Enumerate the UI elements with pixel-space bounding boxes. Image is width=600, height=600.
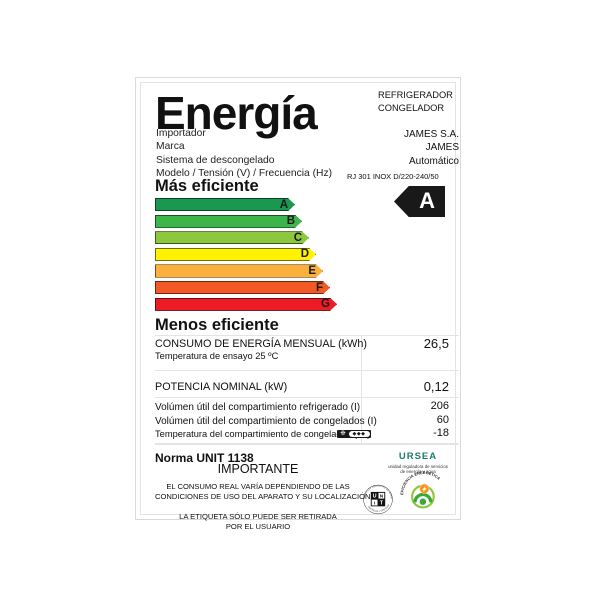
svg-text:I: I	[374, 501, 375, 506]
svg-text:U: U	[373, 494, 377, 500]
